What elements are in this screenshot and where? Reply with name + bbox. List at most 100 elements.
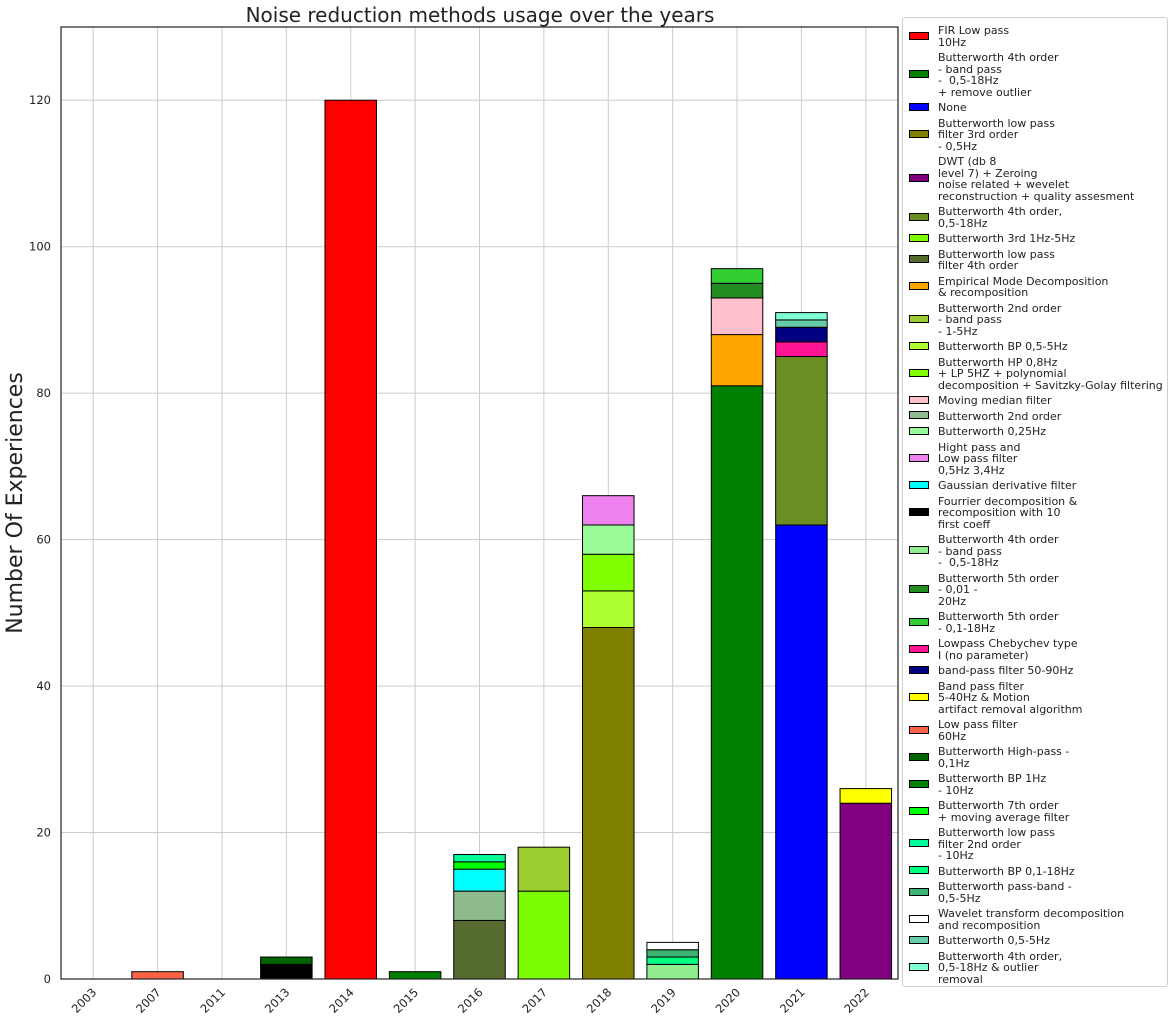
legend-swatch: [909, 644, 929, 653]
legend-swatch: [909, 31, 929, 40]
legend-label: Butterworth 5th order - 0,01 - 20Hz: [938, 571, 1059, 608]
legend-swatch: [909, 212, 929, 221]
x-tick-label: 2018: [584, 985, 615, 1016]
legend-swatch: [909, 725, 929, 734]
legend-swatch: [909, 233, 929, 242]
legend-label: Butterworth pass-band - 0,5-5Hz: [938, 880, 1072, 905]
bar-2018-butterworth-0-25hz: [582, 524, 635, 555]
legend-label: Butterworth 4th order, 0,5-18Hz: [938, 205, 1063, 230]
legend-label: Butterworth BP 0,1-18Hz: [938, 864, 1075, 878]
legend-item-butterworth-0-25hz: Butterworth 0,25Hz: [903, 424, 1167, 440]
x-tick-label: 2017: [519, 985, 550, 1016]
legend-swatch: [909, 584, 929, 593]
legend-item-butterworth-2nd-order: Butterworth 2nd order: [903, 409, 1167, 425]
legend-item-empirical-mode-decomposition-recomposition: Empirical Mode Decomposition & recomposi…: [903, 274, 1167, 301]
legend-swatch: [909, 368, 929, 377]
legend-item-gaussian-derivative-filter: Gaussian derivative filter: [903, 478, 1167, 494]
bar-2019-wavelet-transform-decomposition-and-recomposition: [646, 941, 699, 951]
legend-item-butterworth-5th-order-0-01-20hz: Butterworth 5th order - 0,01 - 20Hz: [903, 571, 1167, 610]
y-tick-label: 60: [36, 533, 51, 547]
legend-label: FIR Low pass 10Hz: [938, 24, 1010, 49]
legend-item-fourrier-decomposition-recomposition-with-10-first-coeff: Fourrier decomposition & recomposition w…: [903, 494, 1167, 533]
legend-item-moving-median-filter: Moving median filter: [903, 393, 1167, 409]
x-tick-label: 2014: [326, 985, 357, 1016]
bar-2013-butterworth-high-pass-0-1hz: [260, 956, 313, 965]
bar-2014-fir-low-pass-10hz: [324, 99, 377, 980]
legend-item-butterworth-4th-order-band-pass-0-5-18hz-remove-outlier: Butterworth 4th order - band pass - 0,5-…: [903, 50, 1167, 100]
legend-swatch: [909, 341, 929, 350]
bar-2020-empirical-mode-decomposition-recomposition: [710, 334, 764, 387]
bar-2018-butterworth-low-pass-filter-3rd-order-0-5hz: [582, 626, 635, 980]
legend-swatch: [909, 411, 929, 420]
legend-label: Butterworth 2nd order: [938, 409, 1062, 423]
legend-label: DWT (db 8 level 7) + Zeroing noise relat…: [938, 155, 1135, 203]
legend-label: Lowpass Chebychev type I (no parameter): [938, 637, 1078, 662]
legend-label: Butterworth High-pass - 0,1Hz: [938, 745, 1070, 770]
legend-label: band-pass filter 50-90Hz: [938, 664, 1074, 677]
legend-swatch: [909, 779, 929, 788]
legend-swatch: [909, 507, 929, 516]
bar-2016-gaussian-derivative-filter: [453, 868, 506, 892]
bar-2016-butterworth-low-pass-filter-2nd-order-10hz: [453, 854, 506, 863]
legend-item-band-pass-filter-50-90hz: band-pass filter 50-90Hz: [903, 663, 1167, 679]
x-axis-ticks: 2003 2007 2011 2013 2014 2015 2016 2017 2018 2019…: [69, 985, 872, 1016]
legend-item-butterworth-bp-0-5-5hz: Butterworth BP 0,5-5Hz: [903, 339, 1167, 355]
legend-label: Butterworth BP 1Hz - 10Hz: [938, 772, 1047, 797]
legend-item-butterworth-4th-order-0-5-18hz-outlier-removal: Butterworth 4th order, 0,5-18Hz & outlie…: [903, 949, 1167, 988]
plot-area-frame: [60, 26, 899, 980]
legend-label: Butterworth low pass filter 3rd order - …: [938, 116, 1055, 153]
x-tick-label: 2015: [391, 985, 422, 1016]
legend-swatch: [909, 962, 929, 971]
bar-2013-fourrier-decomposition-recomposition-with-10-first-coeff: [260, 963, 313, 980]
legend-label: Butterworth HP 0,8Hz + LP 5HZ + polynomi…: [938, 355, 1163, 392]
legend-item-butterworth-bp-0-1-18hz: Butterworth BP 0,1-18Hz: [903, 864, 1167, 880]
legend-item-butterworth-low-pass-filter-4th-order: Butterworth low pass filter 4th order: [903, 247, 1167, 274]
legend-label: Band pass filter 5-40Hz & Motion artifac…: [938, 679, 1083, 716]
legend-item-butterworth-2nd-order-band-pass-1-5hz: Butterworth 2nd order - band pass - 1-5H…: [903, 301, 1167, 340]
legend-label: Butterworth 3rd 1Hz-5Hz: [938, 232, 1076, 245]
legend-label: Gaussian derivative filter: [938, 479, 1077, 492]
legend-label: Butterworth 4th order - band pass - 0,5-…: [938, 533, 1059, 569]
legend-label: Butterworth 7th order + moving average f…: [938, 799, 1070, 824]
y-axis-ticks: 0 20 40 60 80 100 120: [29, 93, 51, 986]
legend-swatch: [909, 395, 929, 404]
bar-2016-butterworth-2nd-order: [453, 890, 506, 921]
legend-label: Moving median filter: [938, 394, 1052, 407]
bar-2018-hight-pass-and-low-pass-filter-0-5hz-3-4hz: [582, 495, 635, 526]
gridlines: [61, 27, 898, 980]
legend-label: Hight pass and Low pass filter 0,5Hz 3,4…: [938, 440, 1021, 477]
bar-2021-lowpass-chebychev-type-i-no-parameter: [775, 341, 828, 358]
x-tick-label: 2016: [455, 985, 486, 1016]
legend-swatch: [909, 752, 929, 761]
legend-item-butterworth-3rd-1hz-5hz: Butterworth 3rd 1Hz-5Hz: [903, 231, 1167, 247]
bar-2021-butterworth-4th-order-0-5-18hz: [775, 356, 828, 526]
legend-swatch: [909, 480, 929, 489]
legend-label: Butterworth 4th order - band pass - 0,5-…: [938, 51, 1059, 99]
legend-swatch: [909, 665, 929, 674]
legend-item-fir-low-pass-10hz: FIR Low pass 10Hz: [903, 23, 1167, 50]
legend-item-butterworth-bp-1hz-10hz: Butterworth BP 1Hz - 10Hz: [903, 771, 1167, 798]
legend-label: None: [938, 101, 967, 114]
y-tick-label: 100: [29, 240, 51, 254]
legend-item-wavelet-transform-decomposition-and-recomposition: Wavelet transform decomposition and reco…: [903, 906, 1167, 933]
legend-swatch: [909, 426, 929, 435]
legend-label: Butterworth 0,25Hz: [938, 425, 1047, 438]
legend-item-butterworth-7th-order-moving-average-filter: Butterworth 7th order + moving average f…: [903, 798, 1167, 825]
legend-item-band-pass-filter-5-40hz-motion-artifact-removal-algorithm: Band pass filter 5-40Hz & Motion artifac…: [903, 679, 1167, 718]
bar-2020-moving-median-filter: [710, 297, 764, 336]
legend-item-dwt-db-8-level-7-zeroing-noise-related-wevelet-reconstruction-quality-assesment: DWT (db 8 level 7) + Zeroing noise relat…: [903, 154, 1167, 204]
y-axis-label: Number Of Experiences: [3, 372, 28, 634]
x-tick-label: 2007: [133, 985, 164, 1016]
legend-item-low-pass-filter-60hz: Low pass filter 60Hz: [903, 717, 1167, 744]
legend-swatch: [909, 282, 929, 290]
legend-item-butterworth-4th-order-band-pass-0-5-18hz: Butterworth 4th order - band pass - 0,5-…: [903, 532, 1167, 571]
x-tick-label: 2021: [777, 985, 808, 1016]
bar-2021-band-pass-filter-50-90hz: [775, 326, 828, 343]
legend-label: Butterworth 5th order - 0,1-18Hz: [938, 610, 1059, 635]
x-tick-label: 2011: [197, 985, 228, 1016]
x-tick-label: 2013: [262, 985, 293, 1016]
bar-2019-butterworth-bp-0-1-18hz: [646, 956, 699, 965]
stacked-bar-chart: Noise reduction methods usage over the y…: [3, 3, 899, 1016]
legend-swatch: [909, 314, 929, 323]
legend-item-none: None: [903, 100, 1167, 116]
